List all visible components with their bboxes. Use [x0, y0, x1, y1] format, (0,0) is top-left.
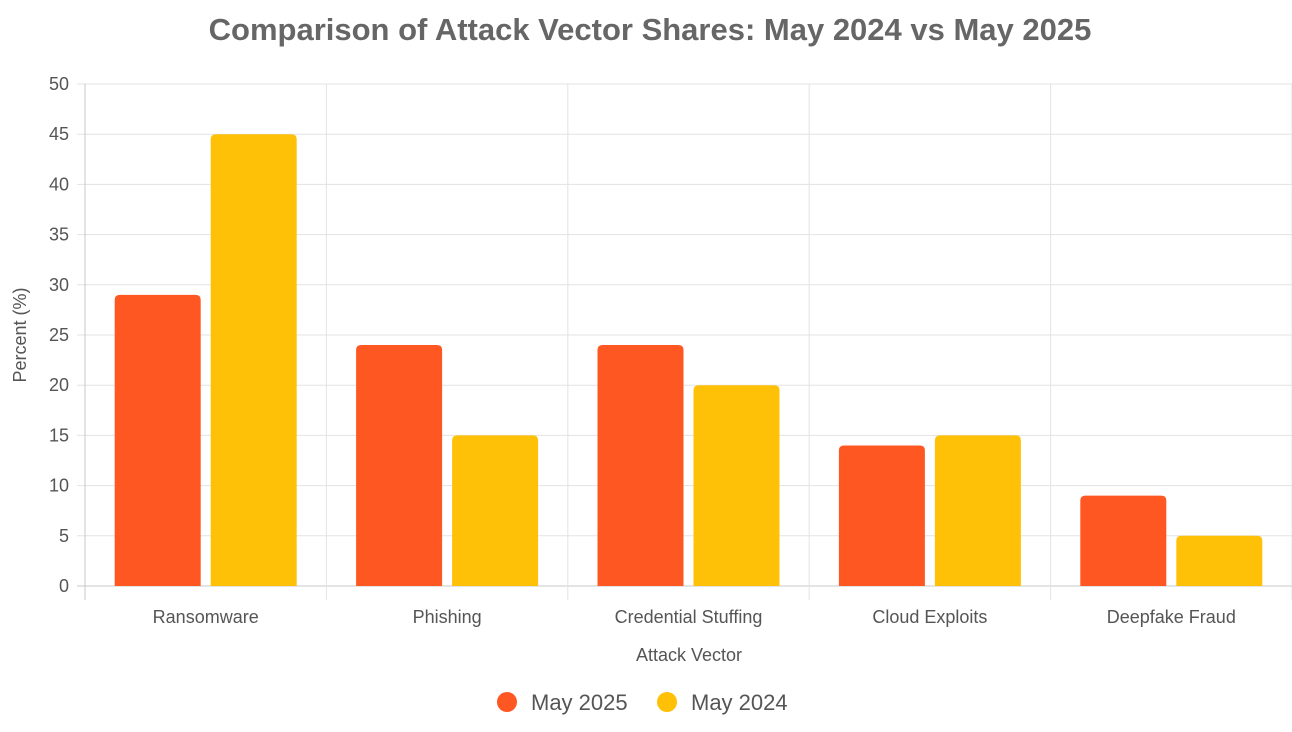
x-tick-label: Deepfake Fraud [1107, 607, 1236, 627]
y-tick-label: 20 [49, 375, 69, 395]
bar-credential-stuffing-may-2024 [693, 385, 780, 586]
y-tick-label: 10 [49, 476, 69, 496]
y-tick-label: 0 [59, 576, 69, 596]
bar-deepfake-fraud-may-2025 [1080, 495, 1167, 586]
legend-marker-may-2025 [497, 692, 517, 712]
y-tick-label: 40 [49, 174, 69, 194]
bar-deepfake-fraud-may-2024 [1176, 535, 1263, 586]
bar-credential-stuffing-may-2025 [597, 345, 684, 586]
legend-label-may-2024: May 2024 [691, 690, 788, 715]
legend-marker-may-2024 [657, 692, 677, 712]
bar-phishing-may-2025 [356, 345, 443, 586]
bar-phishing-may-2024 [452, 435, 539, 586]
bar-cloud-exploits-may-2024 [934, 435, 1021, 586]
y-tick-label: 45 [49, 124, 69, 144]
legend-label-may-2025: May 2025 [531, 690, 628, 715]
bars-layer [114, 134, 1263, 586]
y-tick-label: 50 [49, 74, 69, 94]
y-tick-label: 15 [49, 425, 69, 445]
bar-cloud-exploits-may-2025 [838, 445, 925, 586]
x-tick-label: Phishing [413, 607, 482, 627]
legend: May 2025 May 2024 [497, 690, 788, 715]
y-tick-label: 5 [59, 526, 69, 546]
bar-ransomware-may-2024 [210, 134, 297, 586]
y-tick-label: 35 [49, 225, 69, 245]
x-axis-title: Attack Vector [636, 645, 742, 665]
bar-ransomware-may-2025 [114, 294, 201, 586]
x-tick-label: Credential Stuffing [615, 607, 763, 627]
y-tick-label: 25 [49, 325, 69, 345]
x-tick-label: Cloud Exploits [872, 607, 987, 627]
chart-title: Comparison of Attack Vector Shares: May … [209, 12, 1092, 47]
x-tick-label: Ransomware [153, 607, 259, 627]
axis-layer: 0 5 10 15 20 25 30 35 40 45 50 Ransomware Phishing Cr… [49, 74, 1236, 627]
y-axis-title: Percent (%) [10, 287, 30, 382]
y-tick-label: 30 [49, 275, 69, 295]
